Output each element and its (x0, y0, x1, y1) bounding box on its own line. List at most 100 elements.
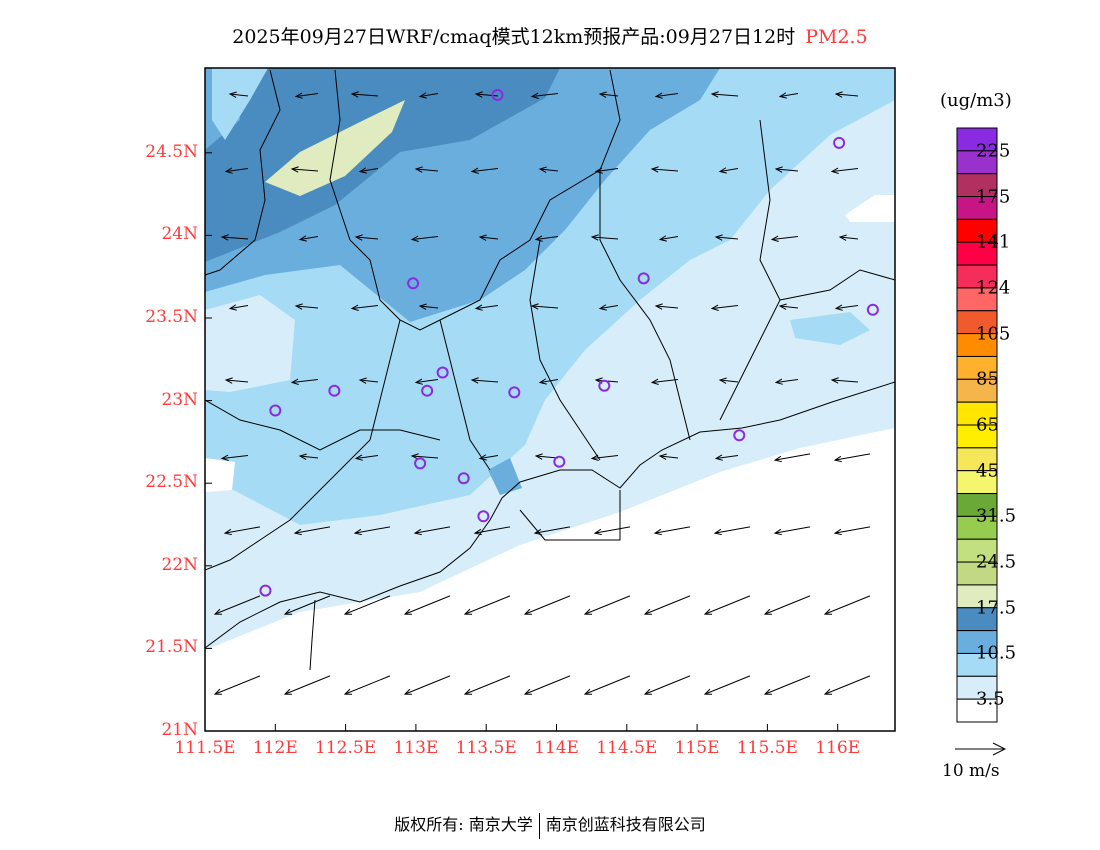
wind-arrow (413, 526, 451, 536)
wind-arrow (714, 454, 739, 461)
wind-arrow (703, 595, 751, 615)
wind-arrow (534, 453, 559, 460)
station-markers (259, 88, 879, 597)
coastline (205, 381, 895, 649)
colorbar-label: 17.5 (976, 597, 1017, 619)
wind-arrow (833, 453, 871, 463)
station-marker (407, 277, 420, 290)
wind-arrow (593, 526, 631, 536)
wind-arrow (658, 235, 679, 242)
wind-arrow (283, 595, 331, 615)
wind-arrow (773, 526, 811, 536)
wind-legend-arrow (955, 742, 1007, 756)
wind-arrow (833, 526, 871, 536)
wind-arrow (213, 595, 261, 615)
wind-arrow (478, 234, 499, 241)
wind-arrow (774, 166, 799, 173)
x-tick-label: 112E (252, 738, 298, 758)
x-tick-label: 114.5E (596, 738, 658, 758)
province-line (205, 69, 281, 276)
y-tick-label: 21.5N (145, 637, 198, 658)
wind-arrow (710, 91, 739, 98)
wind-arrow (354, 454, 379, 461)
field-top-left-light (212, 68, 268, 140)
colorbar-label: 124 (976, 277, 1011, 299)
wind-arrow (714, 234, 739, 241)
colorbar-label: 85 (976, 368, 999, 390)
wind-arrow (534, 235, 559, 242)
colorbar-label: 45 (976, 460, 999, 482)
wind-arrow (830, 167, 859, 174)
wind-arrow (834, 91, 859, 98)
wind-arrow (223, 526, 261, 536)
wind-arrow (350, 91, 379, 98)
wind-arrow (773, 453, 811, 463)
wind-arrow (414, 378, 439, 385)
wind-arrow (353, 526, 391, 536)
colorbar-swatch (956, 698, 998, 723)
field-mid-blue-inner (372, 150, 525, 292)
station-marker (833, 136, 846, 149)
station-marker (421, 384, 434, 397)
wind-arrow (358, 377, 379, 384)
footer-left: 版权所有: 南京大学 (394, 815, 533, 834)
province-line (205, 319, 401, 571)
wind-arrow (470, 377, 499, 384)
station-marker (477, 510, 490, 523)
wind-arrow (220, 234, 249, 241)
wind-arrow (350, 304, 379, 311)
province-line (529, 239, 601, 461)
wind-arrow (228, 304, 249, 311)
wind-arrow (778, 303, 799, 310)
wind-arrow (290, 166, 319, 173)
field-east-blob (790, 312, 870, 345)
wind-arrow (538, 378, 559, 385)
wind-arrow (643, 595, 691, 615)
field-left-white (205, 458, 235, 492)
wind-arrow (298, 453, 319, 460)
wind-arrow (418, 92, 439, 99)
wind-arrow (414, 166, 439, 173)
wind-arrow (838, 234, 859, 241)
wind-arrow (298, 235, 319, 242)
wind-vectors (213, 91, 871, 695)
wind-arrow (583, 675, 631, 695)
y-tick-label: 23N (161, 389, 198, 410)
y-tick-label: 24N (161, 224, 198, 245)
x-tick-label: 116E (815, 738, 861, 758)
station-marker (269, 404, 282, 417)
x-tick-label: 114E (534, 738, 579, 758)
x-tick-label: 111.5E (174, 738, 236, 758)
wind-arrow (654, 303, 679, 310)
wind-arrow (778, 92, 799, 99)
wind-arrow (463, 675, 511, 695)
wind-arrow (770, 235, 799, 242)
footer-copyright: 版权所有: 南京大学 南京创蓝科技有限公司 (0, 811, 1100, 839)
wind-arrow (290, 378, 319, 385)
wind-arrow (220, 454, 249, 461)
field-sea-white (205, 428, 895, 731)
wind-arrow (533, 526, 571, 536)
y-tick-label: 24.5N (145, 141, 198, 162)
wind-arrow (654, 92, 679, 99)
wind-arrow (474, 304, 499, 311)
colorbar-label: 65 (976, 414, 999, 436)
wind-arrow (410, 235, 439, 242)
station-marker (637, 272, 650, 285)
wind-arrow (403, 595, 451, 615)
wind-arrow (583, 595, 631, 615)
x-tick-label: 112.5E (315, 738, 377, 758)
wind-arrow (294, 303, 319, 310)
plot-frame (204, 67, 896, 732)
colorbar-label: 3.5 (976, 688, 1005, 710)
footer-divider (538, 812, 540, 839)
x-tick-label: 113.5E (455, 738, 517, 758)
x-tick-label: 115E (674, 738, 720, 758)
wind-arrow (643, 675, 691, 695)
y-tick-label: 21N (161, 720, 198, 740)
colorbar-label: 31.5 (976, 505, 1017, 527)
wind-arrow (830, 377, 859, 384)
wind-arrow (718, 377, 739, 384)
wind-arrow (224, 377, 249, 384)
